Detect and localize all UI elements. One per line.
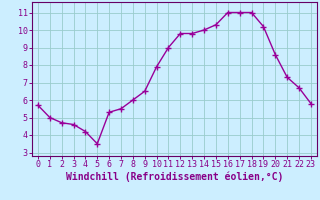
X-axis label: Windchill (Refroidissement éolien,°C): Windchill (Refroidissement éolien,°C) [66, 172, 283, 182]
